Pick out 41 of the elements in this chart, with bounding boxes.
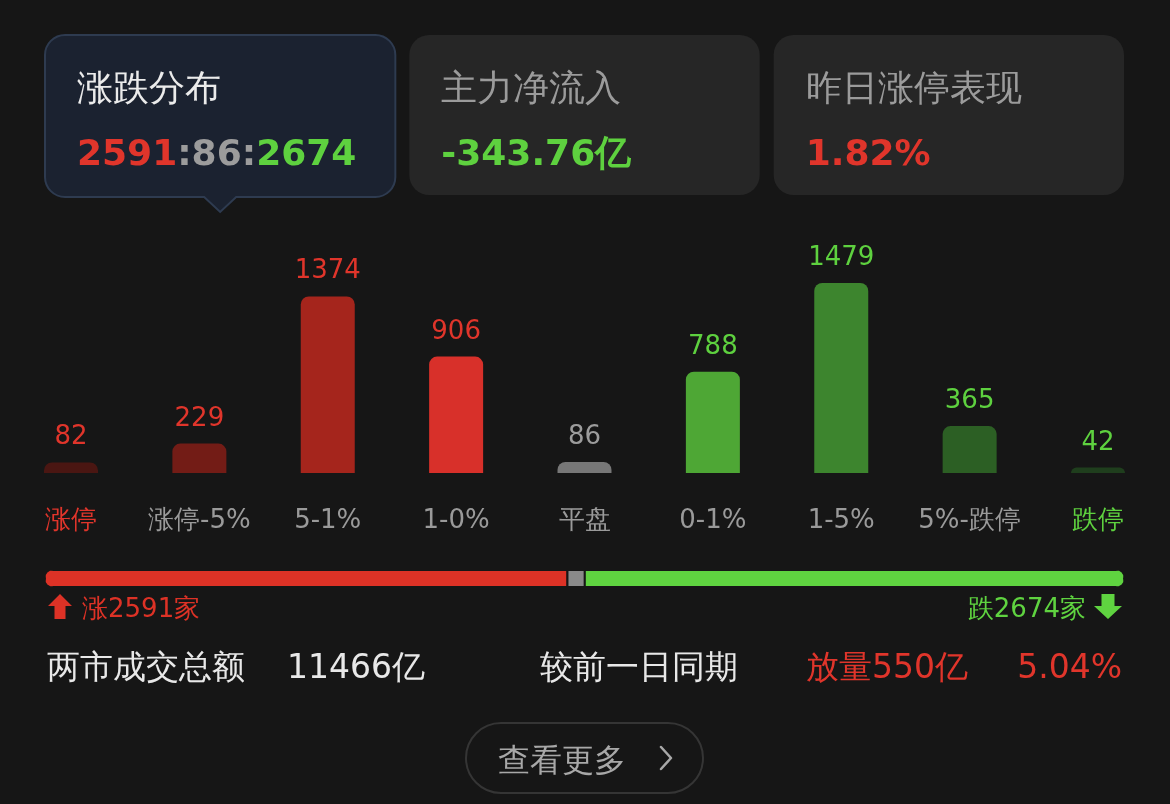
x-tick-label: 1-5% [807, 504, 875, 534]
data-label: 1374 [294, 254, 361, 285]
data-label: 42 [1081, 425, 1115, 456]
text: 11466亿 [287, 647, 425, 686]
text: 两市成交总额 [47, 647, 245, 686]
bar [685, 371, 740, 473]
text: 昨日涨停表现 [805, 67, 1022, 108]
bar [814, 283, 869, 473]
x-tick-label: 5-1% [294, 504, 362, 534]
bar [942, 426, 997, 473]
text: 涨跌分布 [77, 67, 221, 108]
text: 1.82% [805, 132, 931, 173]
x-tick-label: 0-1% [679, 504, 747, 534]
bar [1071, 467, 1125, 473]
text: 5.04% [1017, 647, 1122, 686]
data-label: 365 [944, 384, 995, 415]
text: 2591:86:2674 [77, 132, 357, 173]
data-label: 跌2674家 [967, 593, 1086, 623]
x-tick-label: 1-0% [422, 504, 490, 534]
text: 放量550亿 [806, 647, 968, 686]
data-label: 86 [567, 419, 602, 450]
x-tick-label: 涨停 [45, 504, 97, 534]
data-label: 906 [431, 314, 481, 345]
x-tick-label: 涨停-5% [148, 504, 251, 534]
data-label: 82 [54, 420, 88, 451]
data-label: 788 [688, 329, 738, 360]
bar [557, 461, 612, 473]
x-tick-label: 平盘 [558, 504, 611, 534]
x-tick-label: 5%-跌停 [918, 504, 1021, 534]
data-label: 涨2591家 [82, 593, 201, 623]
x-tick-label: 跌停 [1072, 504, 1124, 534]
text: 较前一日同期 [540, 647, 738, 686]
bar [429, 356, 484, 473]
data-label: 1479 [808, 241, 875, 271]
bar [44, 462, 98, 473]
text: 主力净流入 [441, 67, 622, 108]
text: 查看更多 [498, 741, 626, 779]
text: -343.76亿 [441, 132, 633, 173]
data-label: 229 [174, 401, 225, 432]
bar [172, 443, 227, 473]
bar [300, 296, 355, 473]
